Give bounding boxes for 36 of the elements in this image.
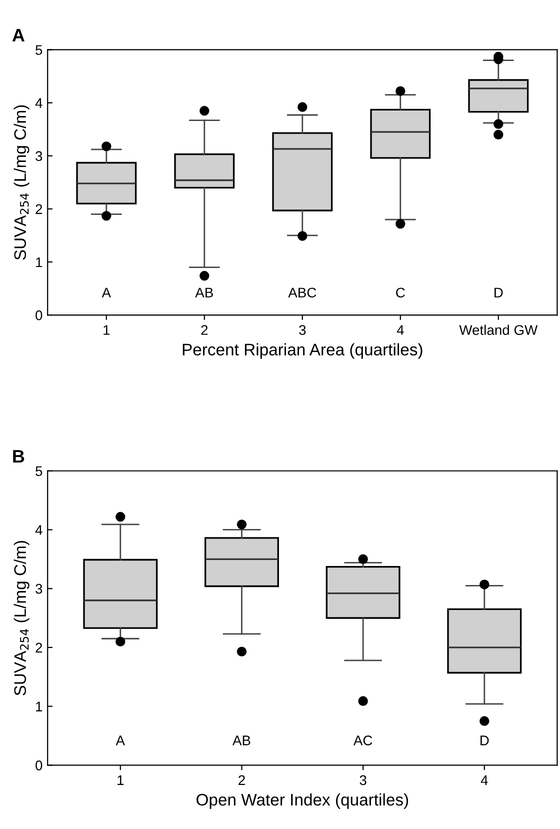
y-tick-label: 5: [36, 466, 42, 476]
annotation: D: [480, 736, 489, 746]
y-tick-label: 5: [36, 45, 42, 55]
x-tick-label: 3: [299, 325, 306, 335]
chart-title: B: [13, 450, 24, 463]
annotation: ABC: [288, 288, 316, 298]
x-axis-title: Open Water Index (quartiles): [196, 793, 408, 809]
annotation: AB: [195, 288, 213, 298]
x-tick-label: Wetland GW: [459, 324, 538, 335]
annotation: AC: [353, 736, 372, 746]
x-tick-label: 4: [480, 775, 488, 785]
x-tick-label: 1: [118, 775, 124, 785]
y-tick-label: 4: [35, 525, 42, 535]
annotation: A: [116, 736, 126, 746]
annotation: D: [494, 288, 503, 298]
y-tick-label: 2: [36, 642, 42, 652]
x-tick-label: 4: [396, 325, 404, 335]
x-tick-label: 1: [104, 325, 110, 335]
y-tick-label: 3: [36, 151, 42, 162]
y-tick-label: 1: [36, 702, 42, 712]
y-tick-label: 1: [36, 257, 42, 267]
y-axis-title: SUVA$_{254}$ (L/mg C/m): [14, 540, 30, 696]
y-tick-label: 2: [36, 204, 42, 214]
annotation: A: [102, 288, 112, 298]
y-axis-title: SUVA$_{254}$ (L/mg C/m): [14, 105, 30, 260]
y-tick-label: 0: [36, 310, 42, 320]
x-axis-title: Percent Riparian Area (quartiles): [182, 343, 422, 359]
x-tick-label: 2: [201, 325, 208, 335]
y-tick-label: 3: [36, 584, 42, 594]
x-tick-label: 2: [238, 775, 245, 785]
annotation: AB: [232, 736, 250, 746]
x-tick-label: 3: [360, 775, 366, 786]
y-tick-label: 0: [36, 760, 42, 770]
chart-title: A: [12, 28, 24, 42]
annotation: C: [396, 288, 405, 298]
y-tick-label: 4: [35, 98, 42, 108]
